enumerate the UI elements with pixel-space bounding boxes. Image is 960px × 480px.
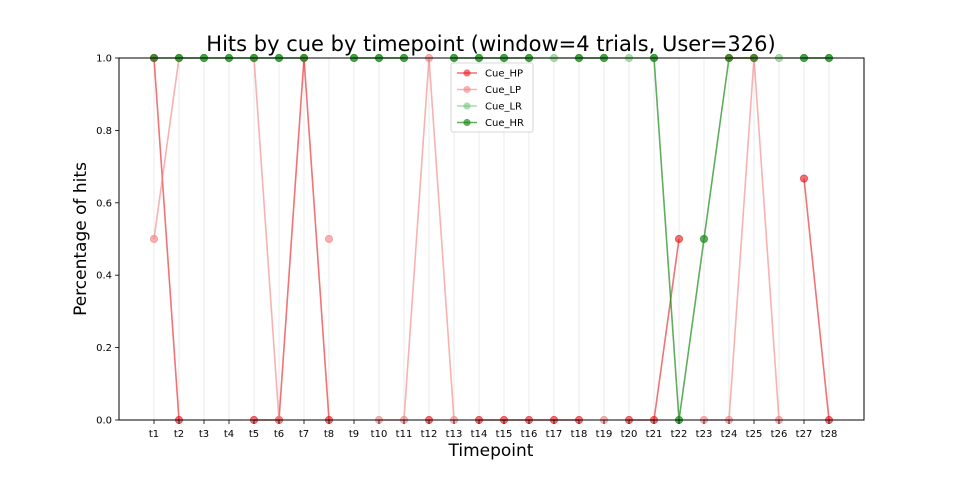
series-segment [278, 57, 305, 421]
x-tick-label: t4 [224, 429, 234, 440]
x-tick-label: t20 [621, 429, 638, 440]
x-tick-label: t8 [324, 429, 334, 440]
x-tick-label: t12 [421, 429, 438, 440]
legend-label: Cue_LP [485, 85, 521, 96]
x-tick-label: t3 [199, 429, 209, 440]
legend-item: Cue_HP [457, 69, 523, 80]
grid [153, 58, 830, 420]
x-tick-label: t23 [696, 429, 713, 440]
x-tick-label: t21 [646, 429, 663, 440]
x-tick-label: t25 [746, 429, 763, 440]
series-segment [703, 57, 730, 240]
legend-marker [463, 102, 471, 110]
legend-marker [463, 118, 471, 127]
x-tick-label: t22 [671, 429, 688, 440]
x-tick-label: t19 [596, 429, 613, 440]
x-tick-label: t7 [299, 429, 309, 440]
x-tick-label: t27 [796, 429, 813, 440]
data-point [799, 174, 809, 183]
legend-item: Cue_LP [457, 85, 521, 96]
x-tick-label: t11 [396, 429, 413, 440]
series-segment [803, 178, 830, 421]
legend: Cue_HP Cue_LP Cue_LR Cue_HR [450, 62, 534, 133]
chart-title: Hits by cue by timepoint (window=4 trial… [206, 32, 775, 56]
series-segment [678, 238, 705, 421]
x-tick-label: t17 [546, 429, 563, 440]
x-tick-label: t14 [471, 429, 488, 440]
x-tick-label: t2 [174, 429, 184, 440]
series-segment [728, 57, 755, 421]
data-point [149, 234, 159, 244]
x-tick-label: t18 [571, 429, 588, 440]
y-axis-label: Percentage of hits [71, 162, 91, 316]
series-segment [253, 57, 280, 421]
plot-area [118, 57, 865, 421]
x-tick-label: t10 [371, 429, 388, 440]
x-axis: t1 t2 t3 t4 t5 t6 t7 t8 t9 t10 t11 t12 t13 t14 t15 t16 t… [149, 420, 837, 440]
legend-item: Cue_LR [457, 102, 522, 113]
x-tick-label: t9 [349, 429, 359, 440]
y-tick-label: 0.0 [96, 416, 112, 427]
series-segment [653, 238, 680, 421]
x-tick-label: t5 [249, 429, 259, 440]
x-tick-label: t13 [446, 429, 463, 440]
x-tick-label: t26 [771, 429, 788, 440]
series-segment [153, 57, 180, 240]
series-segment [303, 57, 330, 421]
legend-label: Cue_LR [485, 102, 522, 113]
series-segment [153, 57, 180, 421]
data-point [324, 234, 334, 244]
x-tick-label: t6 [274, 429, 284, 440]
legend-marker [463, 69, 471, 77]
y-tick-label: 0.2 [96, 343, 112, 354]
y-axis: 0.0 0.2 0.4 0.6 0.8 1.0 [96, 54, 119, 427]
x-tick-label: t24 [721, 429, 738, 440]
y-tick-label: 0.6 [96, 198, 112, 209]
x-tick-label: t1 [149, 429, 159, 440]
legend-box [450, 62, 534, 133]
x-tick-label: t28 [821, 429, 838, 440]
y-tick-label: 0.8 [96, 126, 112, 137]
data-point [674, 234, 684, 244]
x-axis-label: Timepoint [448, 441, 534, 461]
y-tick-label: 0.4 [96, 271, 112, 282]
x-tick-label: t16 [521, 429, 538, 440]
series-segment [428, 57, 455, 421]
legend-item: Cue_HR [457, 118, 524, 129]
data-point [699, 234, 709, 244]
legend-marker [463, 85, 471, 94]
legend-label: Cue_HP [485, 69, 523, 80]
x-tick-label: t15 [496, 429, 513, 440]
series-segment [403, 57, 430, 421]
series-segment [753, 57, 780, 421]
legend-label: Cue_HR [485, 118, 524, 129]
y-tick-label: 1.0 [96, 54, 112, 65]
series-segment [653, 57, 680, 421]
